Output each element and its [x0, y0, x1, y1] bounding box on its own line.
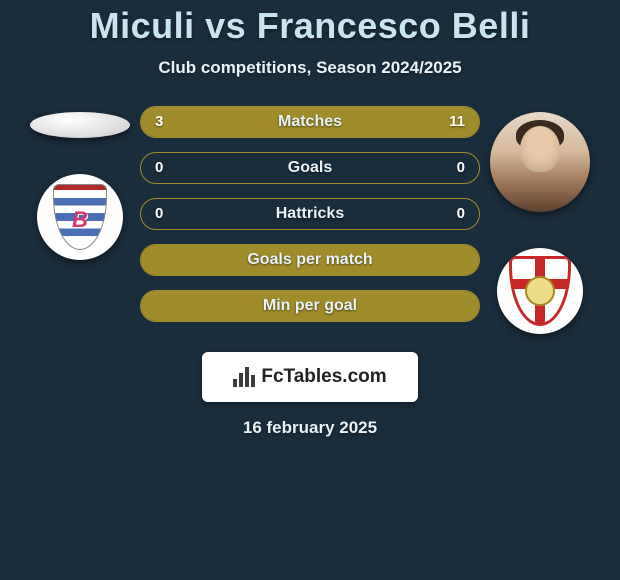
stat-bar: 0Goals0 [140, 152, 480, 184]
club-left-badge [37, 174, 123, 260]
stat-bar: Min per goal [140, 290, 480, 322]
main-layout: 3Matches110Goals00Hattricks0Goals per ma… [0, 106, 620, 334]
player-right-avatar [490, 112, 590, 212]
shield-left-icon [53, 184, 107, 250]
stat-value-right: 0 [435, 159, 465, 176]
chart-bars-icon [233, 367, 255, 387]
brand-box[interactable]: FcTables.com [202, 352, 418, 402]
subtitle: Club competitions, Season 2024/2025 [0, 58, 620, 78]
stat-label: Min per goal [141, 297, 479, 315]
brand-text: FcTables.com [261, 366, 386, 388]
left-column [30, 106, 130, 260]
stat-bar: 3Matches11 [140, 106, 480, 138]
player-left-avatar [30, 112, 130, 138]
stat-label: Goals [141, 159, 479, 177]
shield-right-icon [509, 256, 571, 326]
stat-value-right: 11 [435, 113, 465, 130]
stat-label: Goals per match [141, 251, 479, 269]
stat-value-right: 0 [435, 205, 465, 222]
right-column [490, 106, 590, 334]
page-title: Miculi vs Francesco Belli [0, 6, 620, 46]
stat-bar: 0Hattricks0 [140, 198, 480, 230]
comparison-card: Miculi vs Francesco Belli Club competiti… [0, 0, 620, 438]
stat-bar: Goals per match [140, 244, 480, 276]
stat-label: Hattricks [141, 205, 479, 223]
stats-bars: 3Matches110Goals00Hattricks0Goals per ma… [140, 106, 480, 322]
shield-center-circle [525, 276, 555, 306]
generation-date: 16 february 2025 [0, 418, 620, 438]
stat-label: Matches [141, 113, 479, 131]
club-right-badge [497, 248, 583, 334]
